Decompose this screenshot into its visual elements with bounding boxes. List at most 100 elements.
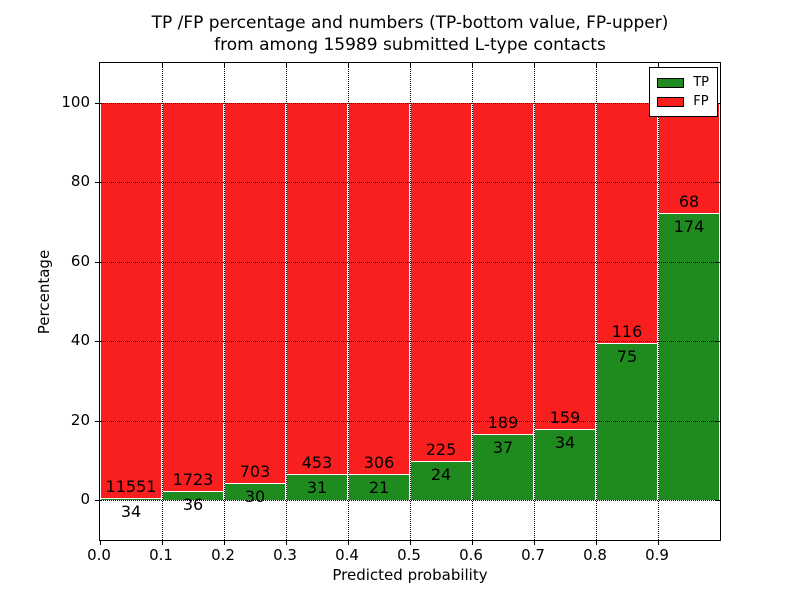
tp-bar-segment xyxy=(596,344,658,500)
tp-bar-segment xyxy=(286,475,348,500)
fp-bar-segment xyxy=(472,103,534,435)
fp-count-label: 1723 xyxy=(172,470,214,489)
fp-bar-segment xyxy=(658,103,720,214)
x-tick-mark xyxy=(162,540,163,545)
x-tick-mark xyxy=(100,540,101,545)
fp-bar-segment xyxy=(348,103,410,475)
tp-bar-segment xyxy=(472,435,534,500)
fp-bar-segment xyxy=(596,103,658,344)
x-gridline xyxy=(472,63,473,540)
chart-title-line2: from among 15989 submitted L-type contac… xyxy=(214,35,606,55)
tp-bar-segment xyxy=(534,430,596,500)
x-gridline xyxy=(224,63,225,540)
y-tick-mark xyxy=(95,500,100,501)
x-tick-mark-top xyxy=(162,63,163,67)
fp-bar-segment xyxy=(224,103,286,484)
y-tick-label: 100 xyxy=(61,93,90,111)
x-tick-label: 0.5 xyxy=(397,546,421,564)
y-tick-label: 20 xyxy=(70,411,90,429)
tp-bar-segment xyxy=(658,214,720,500)
x-tick-mark xyxy=(534,540,535,545)
x-tick-mark-top xyxy=(534,63,535,67)
y-tick-mark-right xyxy=(716,262,720,263)
tp-count-label: 24 xyxy=(430,465,452,484)
y-tick-label: 60 xyxy=(70,252,90,270)
x-tick-label: 0.0 xyxy=(87,546,111,564)
x-tick-mark-top xyxy=(348,63,349,67)
x-tick-mark-top xyxy=(596,63,597,67)
fp-count-label: 68 xyxy=(678,192,700,211)
x-gridline xyxy=(162,63,163,540)
x-tick-mark-top xyxy=(410,63,411,67)
tp-count-label: 75 xyxy=(616,347,638,366)
x-tick-mark xyxy=(472,540,473,545)
x-tick-mark-top xyxy=(286,63,287,67)
fp-count-label: 189 xyxy=(487,413,519,432)
y-tick-mark-right xyxy=(716,103,720,104)
fp-bar-segment xyxy=(100,103,162,499)
fp-swatch-icon xyxy=(657,96,685,107)
y-tick-label: 40 xyxy=(70,331,90,349)
tp-swatch-icon xyxy=(657,77,685,88)
y-tick-mark-right xyxy=(716,421,720,422)
x-tick-label: 0.3 xyxy=(273,546,297,564)
fp-bar-segment xyxy=(286,103,348,475)
tp-count-label: 37 xyxy=(492,438,514,457)
x-tick-mark xyxy=(224,540,225,545)
x-tick-mark xyxy=(596,540,597,545)
tp-count-label: 30 xyxy=(244,487,266,506)
y-axis-label: Percentage xyxy=(35,249,53,335)
legend-item-tp: TP xyxy=(657,73,709,92)
x-gridline xyxy=(534,63,535,540)
x-axis-label: Predicted probability xyxy=(332,566,488,584)
y-tick-mark xyxy=(95,421,100,422)
y-tick-mark xyxy=(95,262,100,263)
x-gridline xyxy=(410,63,411,540)
legend-label-tp: TP xyxy=(693,74,709,90)
chart-title: TP /FP percentage and numbers (TP-bottom… xyxy=(99,12,721,56)
x-tick-label: 0.7 xyxy=(521,546,545,564)
tp-count-label: 34 xyxy=(554,433,576,452)
x-gridline xyxy=(596,63,597,540)
y-tick-mark-right xyxy=(716,500,720,501)
x-tick-label: 0.2 xyxy=(211,546,235,564)
tp-count-label: 34 xyxy=(120,502,142,521)
x-tick-mark-top xyxy=(658,63,659,67)
tp-bar-segment xyxy=(348,475,410,500)
x-tick-mark xyxy=(348,540,349,545)
x-gridline xyxy=(348,63,349,540)
fp-bar-segment xyxy=(534,103,596,430)
fp-count-label: 306 xyxy=(363,453,395,472)
fp-count-label: 11551 xyxy=(105,477,157,496)
fp-count-label: 453 xyxy=(301,453,333,472)
tp-count-label: 174 xyxy=(673,217,705,236)
y-tick-mark xyxy=(95,341,100,342)
plot-area: TP FP 11551 34 1723 36 703 30 453 31 306 21 225 24 1… xyxy=(95,62,721,545)
x-tick-mark-top xyxy=(472,63,473,67)
fp-count-label: 225 xyxy=(425,440,457,459)
tp-bar-segment xyxy=(100,499,162,500)
legend: TP FP xyxy=(649,67,718,117)
y-tick-mark xyxy=(95,182,100,183)
x-tick-mark xyxy=(410,540,411,545)
y-tick-mark-right xyxy=(716,182,720,183)
x-gridline xyxy=(286,63,287,540)
fp-count-label: 159 xyxy=(549,408,581,427)
tp-bar-segment xyxy=(410,462,472,500)
legend-label-fp: FP xyxy=(693,93,709,109)
tp-count-label: 36 xyxy=(182,495,204,514)
x-tick-label: 0.9 xyxy=(645,546,669,564)
x-tick-label: 0.6 xyxy=(459,546,483,564)
x-tick-mark xyxy=(286,540,287,545)
legend-item-fp: FP xyxy=(657,92,709,111)
tp-count-label: 21 xyxy=(368,478,390,497)
x-tick-label: 0.1 xyxy=(149,546,173,564)
y-tick-mark-right xyxy=(716,341,720,342)
x-gridline xyxy=(658,63,659,540)
tp-count-label: 31 xyxy=(306,478,328,497)
fp-bar-segment xyxy=(410,103,472,462)
fp-count-label: 116 xyxy=(611,322,643,341)
fp-count-label: 703 xyxy=(239,462,271,481)
y-tick-label: 0 xyxy=(80,490,90,508)
